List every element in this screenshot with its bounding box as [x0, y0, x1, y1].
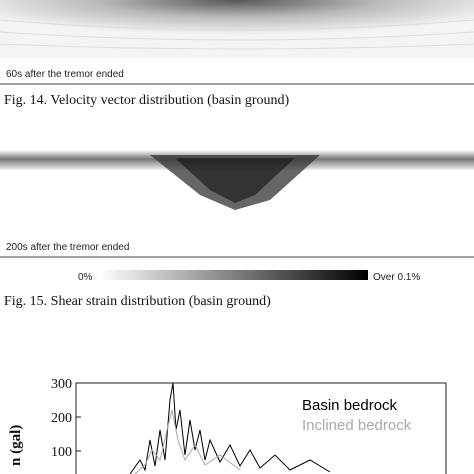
velocity-image — [0, 0, 474, 58]
colorbar — [100, 270, 368, 280]
legend-entry: Basin bedrock — [302, 397, 398, 414]
velocity-lines — [0, 19, 474, 50]
fig15-caption: Fig. 15. Shear strain distribution (basi… — [4, 294, 271, 309]
y-tick-label: 300 — [51, 377, 72, 392]
legend-entry: Inclined bedrock — [302, 417, 412, 434]
fig14-caption: Fig. 14. Velocity vector distribution (b… — [4, 93, 289, 108]
plot-frame — [75, 382, 447, 474]
fig15-label: 200s after the tremor ended — [6, 242, 129, 253]
colorbar-min: 0% — [78, 272, 93, 283]
y-tick-label: 200 — [51, 411, 72, 426]
y-axis-label: n (gal) — [8, 425, 24, 466]
fig14-label: 60s after the tremor ended — [6, 69, 124, 80]
y-tick-label: 100 — [51, 445, 72, 460]
colorbar-max: Over 0.1% — [373, 272, 420, 283]
waveforms — [129, 382, 331, 474]
strain-core — [175, 158, 295, 203]
